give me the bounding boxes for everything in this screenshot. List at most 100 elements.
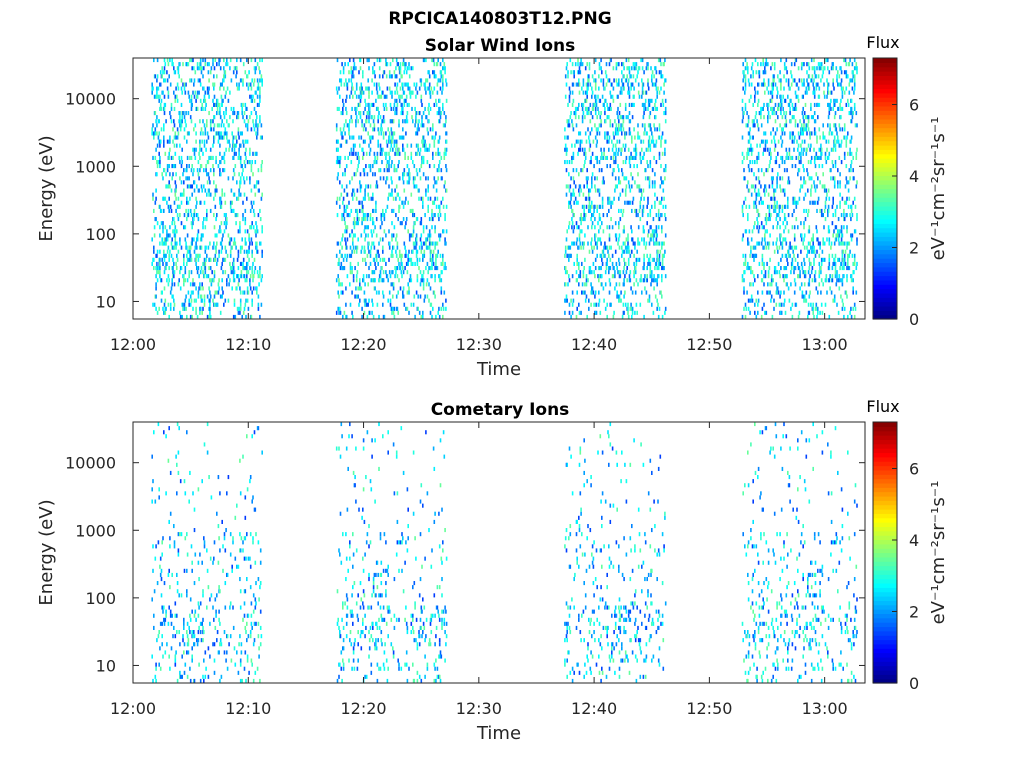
spectrogram-cell: [372, 192, 374, 197]
spectrogram-cell: [573, 241, 575, 246]
spectrogram-cell: [618, 261, 621, 266]
spectrogram-cell: [415, 94, 417, 99]
spectrogram-cell: [596, 115, 598, 120]
spectrogram-cell: [180, 180, 183, 185]
spectrogram-cell: [382, 245, 384, 250]
spectrogram-cell: [206, 62, 209, 67]
spectrogram-cell: [256, 245, 258, 250]
spectrogram-cell: [661, 131, 664, 136]
spectrogram-cell: [430, 249, 433, 254]
spectrogram-cell: [625, 58, 628, 63]
spectrogram-cell: [239, 143, 242, 148]
spectrogram-cell: [664, 204, 667, 209]
spectrogram-cell: [184, 225, 187, 230]
spectrogram-cell: [169, 204, 172, 209]
spectrogram-cell: [617, 164, 619, 169]
spectrogram-cell: [806, 253, 808, 258]
spectrogram-cell: [793, 196, 796, 201]
spectrogram-cell: [746, 151, 748, 156]
spectrogram-cell: [571, 192, 574, 197]
spectrogram-cell: [168, 151, 170, 156]
spectrogram-cell: [441, 176, 443, 181]
spectrogram-cell: [807, 82, 810, 87]
spectrogram-cell: [367, 225, 369, 230]
spectrogram-cell: [215, 155, 217, 160]
spectrogram-cell: [778, 208, 781, 213]
spectrogram-cell: [643, 261, 645, 266]
spectrogram-cell: [203, 143, 206, 148]
spectrogram-cell: [664, 151, 666, 156]
spectrogram-cell: [197, 294, 200, 299]
spectrogram-cell: [442, 314, 444, 319]
spectrogram-cell: [624, 241, 626, 246]
spectrogram-cell: [750, 245, 752, 250]
spectrogram-cell: [438, 208, 441, 213]
spectrogram-cell: [399, 221, 402, 226]
spectrogram-cell: [750, 184, 753, 189]
spectrogram-cell: [405, 115, 408, 120]
spectrogram-cell: [336, 196, 339, 201]
spectrogram-cell: [371, 298, 373, 303]
spectrogram-cell: [210, 127, 213, 132]
spectrogram-cell: [193, 82, 195, 87]
spectrogram-cell: [445, 131, 448, 136]
spectrogram-cell: [236, 257, 239, 262]
spectrogram-cell: [196, 237, 199, 242]
spectrogram-cell: [176, 135, 179, 140]
spectrogram-cell: [200, 106, 203, 111]
spectrogram-cell: [340, 143, 343, 148]
spectrogram-cell: [440, 111, 443, 116]
spectrogram-cell: [803, 208, 805, 213]
spectrogram-cell: [376, 58, 379, 63]
spectrogram-cell: [769, 282, 771, 287]
spectrogram-cell: [368, 111, 371, 116]
spectrogram-cell: [436, 90, 439, 95]
spectrogram-cell: [610, 217, 612, 222]
spectrogram-cell: [413, 213, 416, 218]
spectrogram-cell: [201, 102, 203, 107]
spectrogram-cell: [594, 102, 596, 107]
spectrogram-cell: [624, 261, 627, 266]
spectrogram-cell: [432, 127, 434, 132]
spectrogram-cell: [776, 127, 778, 132]
spectrogram-cell: [653, 274, 655, 279]
spectrogram-cell: [220, 249, 223, 254]
spectrogram-cell: [566, 229, 568, 234]
spectrogram-cell: [249, 266, 251, 271]
spectrogram-cell: [214, 204, 217, 209]
spectrogram-cell: [657, 266, 660, 271]
spectrogram-cell: [434, 135, 436, 140]
spectrogram-cell: [618, 78, 620, 83]
spectrogram-cell: [636, 164, 638, 169]
spectrogram-cell: [357, 237, 359, 242]
spectrogram-cell: [249, 82, 252, 87]
spectrogram-cell: [802, 131, 804, 136]
spectrogram-cell: [368, 310, 371, 315]
spectrogram-cell: [651, 135, 654, 140]
spectrogram-cell: [191, 225, 193, 230]
spectrogram-cell: [189, 249, 191, 254]
spectrogram-cell: [187, 290, 190, 295]
spectrogram-cell: [204, 266, 207, 271]
spectrogram-cell: [777, 139, 780, 144]
spectrogram-cell: [444, 66, 446, 71]
spectrogram-cell: [207, 70, 210, 75]
spectrogram-cell: [413, 184, 416, 189]
spectrogram-cell: [780, 266, 782, 271]
figure-filename: RPCICA140803T12.PNG: [388, 9, 611, 29]
spectrogram-cell: [345, 286, 347, 291]
spectrogram-cell: [167, 245, 170, 250]
spectrogram-cell: [226, 282, 228, 287]
spectrogram-cell: [604, 253, 606, 258]
spectrogram-cell: [760, 123, 763, 128]
spectrogram-cell: [801, 82, 804, 87]
spectrogram-cell: [800, 127, 802, 132]
spectrogram-cell: [609, 123, 612, 128]
spectrogram-cell: [177, 86, 180, 91]
spectrogram-cell: [339, 127, 342, 132]
spectrogram-cell: [576, 257, 578, 262]
spectrogram-cell: [375, 160, 378, 165]
spectrogram-cell: [425, 192, 427, 197]
spectrogram-cell: [790, 70, 792, 75]
spectrogram-cell: [344, 253, 346, 258]
